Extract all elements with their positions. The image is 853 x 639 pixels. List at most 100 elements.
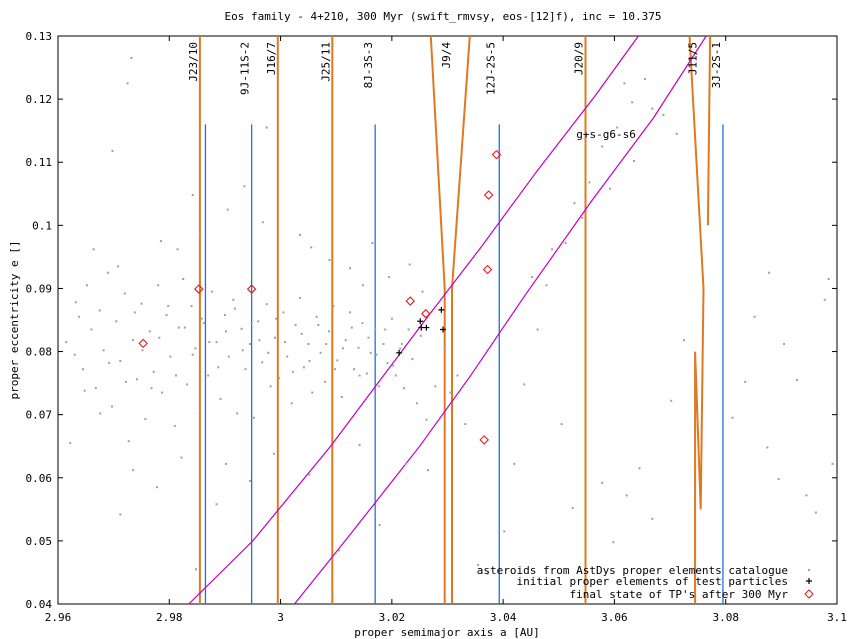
asteroid-point — [265, 126, 268, 129]
final-tp-point — [483, 190, 494, 200]
asteroid-point — [159, 240, 162, 243]
y-tick-label: 0.11 — [26, 156, 53, 169]
x-axis-label: proper semimajor axis a [AU] — [354, 626, 539, 639]
asteroid-point — [107, 271, 110, 274]
asteroid-point — [477, 563, 480, 566]
asteroid-point — [415, 402, 418, 405]
x-tick-label: 2.98 — [156, 611, 183, 624]
secular-resonance-label: g+s-g6-s6 — [576, 128, 636, 141]
asteroid-point — [286, 355, 289, 358]
x-tick-label: 3.02 — [379, 611, 406, 624]
asteroid-point — [427, 469, 429, 472]
asteroid-point — [226, 208, 229, 211]
asteroid-point — [261, 361, 264, 364]
asteroid-point — [94, 387, 97, 390]
asteroid-point — [731, 416, 734, 419]
asteroid-points — [65, 57, 834, 575]
asteroid-point — [233, 307, 236, 310]
asteroid-point — [357, 346, 360, 349]
asteroid-point — [186, 383, 189, 386]
y-tick-label: 0.12 — [26, 93, 53, 106]
final-tp-point — [482, 264, 493, 275]
asteroid-point — [358, 444, 361, 446]
asteroid-point — [227, 355, 230, 358]
asteroid-point — [92, 248, 95, 251]
asteroid-point — [310, 246, 313, 249]
asteroid-point — [299, 296, 301, 299]
asteroid-point — [198, 233, 201, 236]
asteroid-point — [560, 423, 563, 426]
asteroid-point — [127, 440, 130, 443]
asteroid-point — [202, 322, 205, 325]
asteroid-point — [240, 327, 243, 330]
plot-frame — [57, 35, 838, 605]
initial-tp-point — [438, 306, 445, 313]
asteroid-point — [378, 524, 381, 527]
asteroid-point — [307, 343, 310, 345]
asteroid-point — [167, 305, 170, 308]
asteroid-point — [225, 462, 227, 465]
x-tick-label: 3.08 — [712, 611, 739, 624]
final-tp-point — [138, 338, 148, 349]
asteroid-point — [350, 326, 353, 329]
asteroid-point — [183, 326, 186, 329]
asteroid-point — [302, 366, 305, 369]
asteroid-point — [200, 317, 203, 320]
resonance-label: J16/7 — [265, 42, 278, 75]
asteroid-point — [612, 541, 615, 544]
initial-tp-point — [423, 324, 430, 331]
x-tick-label: 3 — [277, 611, 284, 624]
asteroid-point — [194, 347, 197, 350]
asteroid-point — [176, 248, 179, 251]
asteroid-point — [165, 314, 168, 316]
asteroid-point — [651, 107, 654, 110]
asteroid-point — [744, 380, 747, 383]
asteroid-point — [83, 389, 86, 392]
asteroid-point — [638, 467, 641, 470]
asteroid-point — [119, 513, 122, 516]
resonance-label: 8J-3S-3 — [362, 42, 375, 88]
asteroid-point — [215, 503, 218, 506]
legend-symbol-dot — [808, 569, 810, 571]
asteroid-point — [311, 391, 314, 394]
asteroid-point — [299, 233, 301, 236]
asteroid-point — [267, 351, 270, 354]
asteroid-point — [382, 343, 385, 345]
asteroid-point — [249, 343, 251, 345]
final-tp-point — [246, 284, 257, 294]
final-tp-point — [421, 308, 431, 319]
asteroid-point — [486, 572, 489, 575]
asteroid-point — [232, 298, 235, 301]
asteroid-point — [111, 405, 113, 408]
asteroid-point — [98, 309, 101, 312]
asteroid-point — [219, 397, 222, 400]
asteroid-point — [783, 343, 786, 345]
asteroid-point — [361, 284, 364, 287]
initial-tp-point — [396, 349, 403, 356]
asteroid-point — [408, 263, 411, 266]
asteroid-point — [141, 349, 144, 352]
initial-tp-point — [440, 326, 447, 333]
asteroid-point — [136, 378, 138, 381]
asteroid-point — [753, 315, 756, 318]
initial-tp-point — [418, 324, 425, 331]
asteroid-point — [156, 486, 158, 489]
x-tick-label: 2.96 — [45, 611, 72, 624]
x-axis-ticks: 2.96 2.98 3 3.02 3.04 3.06 3.08 3.1 — [45, 36, 847, 624]
asteroid-point — [367, 336, 370, 339]
final-tp-point — [193, 284, 204, 294]
asteroid-point — [386, 361, 389, 364]
resonance-label: J9/4 — [440, 42, 453, 69]
asteroid-point — [400, 343, 403, 345]
asteroid-point — [419, 334, 422, 337]
asteroid-point — [291, 370, 294, 373]
final-tp-point — [405, 296, 415, 306]
y-axis-label: proper eccentricity e [] — [8, 241, 21, 400]
asteroid-point — [261, 221, 264, 224]
resonance-label: J23/10 — [187, 42, 200, 82]
asteroid-point — [140, 302, 143, 305]
chart-title: Eos family - 4+210, 300 Myr (swift_rmvsy… — [224, 10, 661, 23]
resonance-labels: J23/10 9J-11S-2 J16/7 J25/11 8J-3S-3 J9/4 12J-… — [187, 42, 723, 95]
asteroid-point — [399, 347, 402, 350]
x-tick-label: 3.1 — [827, 611, 847, 624]
